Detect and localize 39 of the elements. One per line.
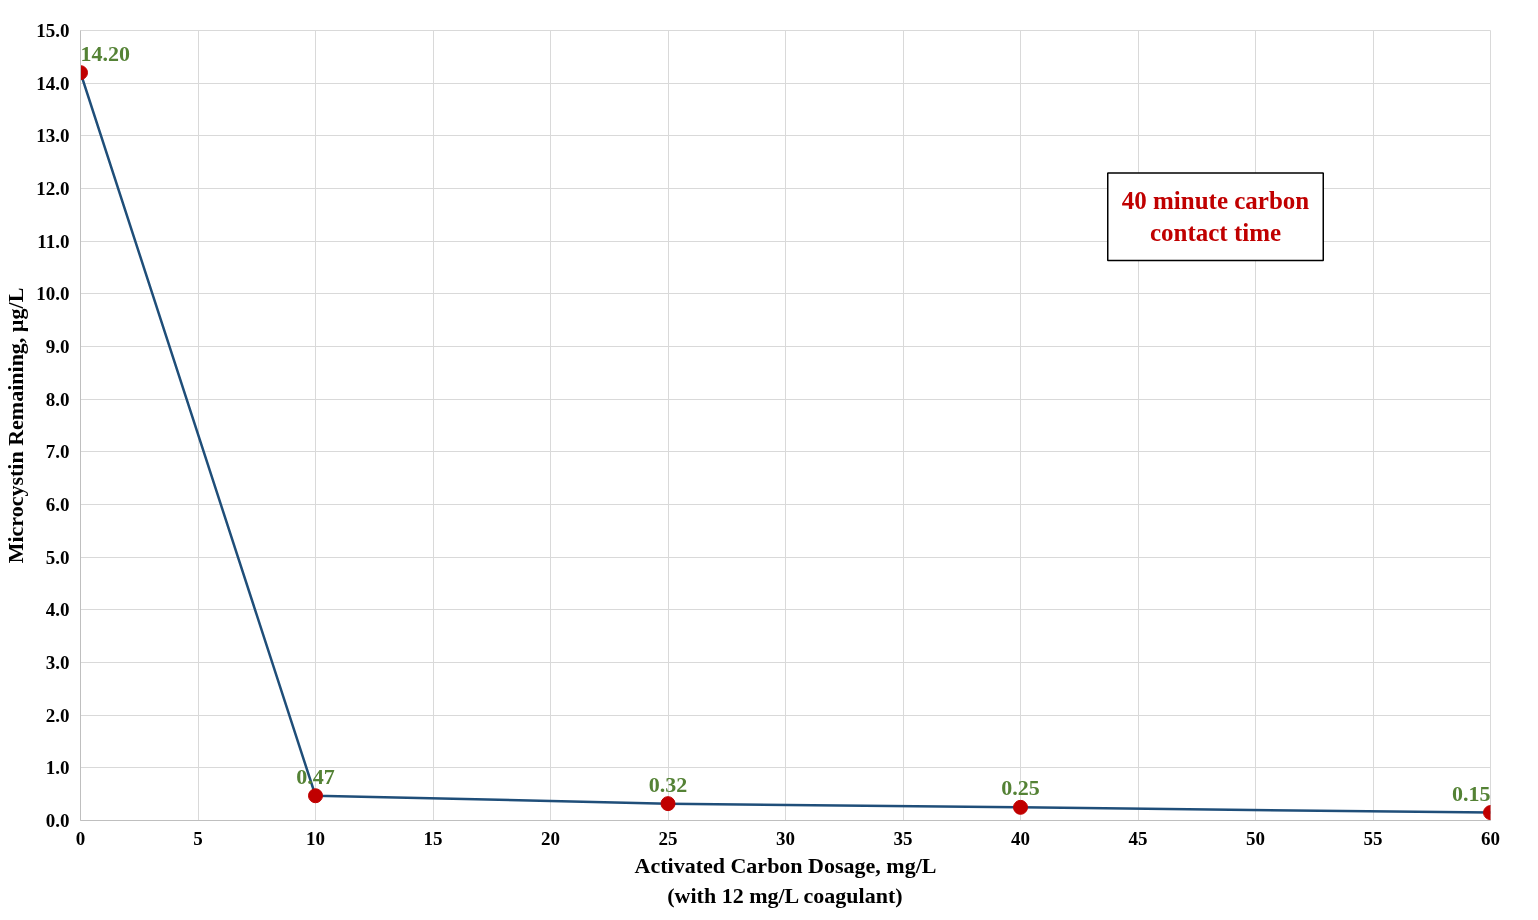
y-tick-label: 13.0: [36, 125, 70, 147]
x-tick-label: 35: [893, 827, 913, 849]
x-tick-label: 5: [193, 827, 203, 849]
y-tick-label: 14.0: [36, 72, 70, 94]
y-tick-label: 15.0: [36, 20, 70, 41]
annotation: 40 minute carbon contact time: [1121, 187, 1310, 247]
point: [660, 796, 676, 812]
data-label: 0.25: [1001, 775, 1040, 801]
y-tick-label: 4.0: [45, 599, 70, 621]
x-tick-label: 55: [1363, 827, 1383, 849]
x-tick-label: 60: [1481, 827, 1500, 849]
x-tick-label: 15: [423, 827, 443, 849]
x-tick-label: 30: [776, 827, 795, 849]
y-tick-label: 6.0: [45, 494, 70, 515]
y-tick-label: 12.0: [36, 178, 70, 199]
y-tick-label: 11.0: [37, 230, 70, 252]
data-label: 0.15: [1452, 780, 1491, 806]
point: [308, 788, 323, 804]
y-tick-label: 9.0: [45, 336, 70, 357]
x-tick-label: 40: [1011, 827, 1030, 849]
y-tick-label: 3.0: [45, 652, 70, 673]
y-tick-label: 7.0: [45, 441, 70, 463]
y-axis-title: Microcystin Remaining, µg/L: [3, 287, 29, 564]
point: [1013, 799, 1028, 815]
y-tick-label: 1.0: [45, 757, 70, 779]
x-tick-label: 20: [541, 827, 560, 849]
x-tick-label: 10: [306, 827, 325, 849]
y-tick-label: 0.0: [45, 810, 70, 831]
x-tick-label: 25: [658, 827, 678, 849]
y-tick-label: 10.0: [36, 283, 70, 305]
x-tick-label: 0: [75, 827, 86, 849]
x-axis-title: Activated Carbon Dosage, mg/L (with 12 mg/L coagulant): [634, 852, 937, 908]
x-tick-label: 50: [1246, 827, 1265, 849]
x-tick-label: 45: [1128, 827, 1148, 849]
y-tick-label: 2.0: [45, 704, 70, 726]
y-tick-label: 5.0: [45, 546, 70, 568]
y-tick-label: 8.0: [45, 388, 70, 410]
data-label: 0.32: [648, 771, 688, 797]
data-label: 14.20: [80, 40, 130, 66]
